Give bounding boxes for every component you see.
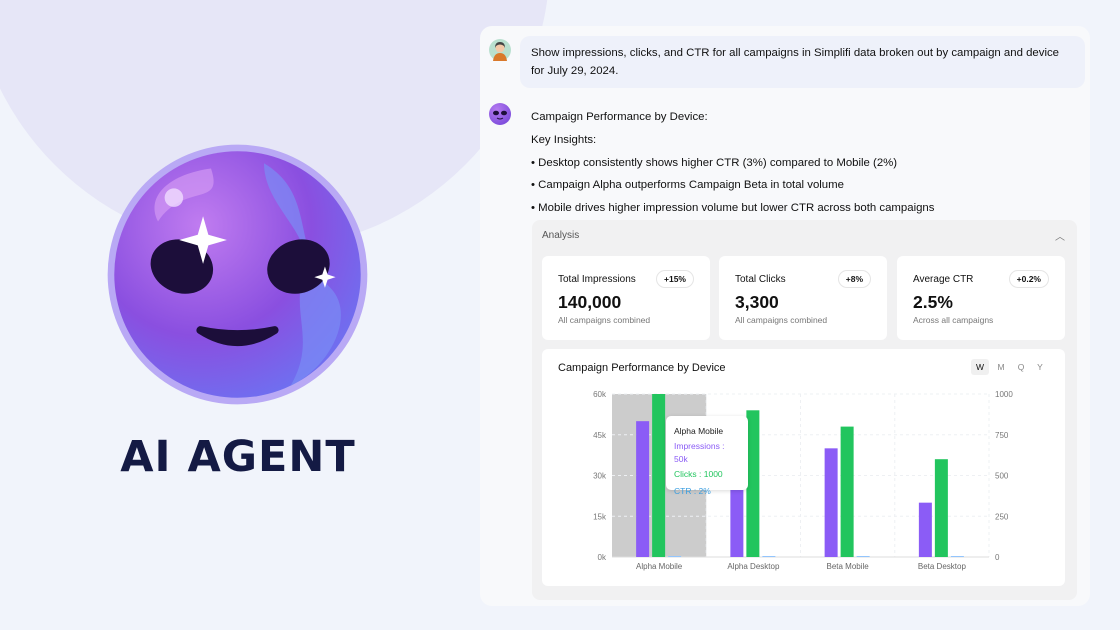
- bar-clicks: [746, 410, 760, 557]
- bar-clicks: [652, 394, 666, 557]
- bar-ctr: [762, 556, 776, 557]
- metric-badge: +8%: [837, 270, 871, 288]
- bar-clicks: [840, 426, 854, 557]
- right-tick-label: 0: [995, 553, 1000, 562]
- metric-subtext: Across all campaigns: [913, 315, 994, 325]
- period-q-button[interactable]: Q: [1017, 362, 1025, 372]
- metric-value: 140,000: [558, 292, 622, 312]
- tooltip-title: Alpha Mobile: [674, 426, 724, 436]
- period-m-button[interactable]: M: [997, 362, 1005, 372]
- right-tick-label: 250: [995, 512, 1009, 521]
- metric-value: 3,300: [735, 292, 779, 312]
- metric-badge: +0.2%: [1008, 270, 1049, 288]
- metric-label: Total Impressions: [558, 274, 636, 285]
- tooltip-ctr: CTR : 2%: [674, 486, 711, 496]
- metric-subtext: All campaigns combined: [558, 315, 651, 325]
- chart-title: Campaign Performance by Device: [558, 362, 726, 374]
- left-tick-label: 45k: [593, 431, 607, 440]
- chevron-up-icon[interactable]: ︿: [1055, 232, 1065, 243]
- tooltip-impressions: Impressions : 50k: [674, 441, 725, 464]
- right-tick-label: 750: [995, 431, 1009, 440]
- metric-value: 2.5%: [913, 292, 953, 312]
- bar-impressions: [636, 421, 650, 557]
- insight-bullet: • Campaign Alpha outperforms Campaign Be…: [531, 179, 844, 192]
- left-tick-label: 60k: [593, 390, 607, 399]
- agent-response: Campaign Performance by Device: Key Insi…: [531, 106, 934, 220]
- user-message: Show impressions, clicks, and CTR for al…: [520, 36, 1085, 88]
- metric-label: Average CTR: [913, 274, 974, 285]
- bar-ctr: [668, 556, 682, 557]
- chat-panel: Show impressions, clicks, and CTR for al…: [480, 26, 1090, 606]
- period-y-button[interactable]: Y: [1037, 362, 1043, 372]
- user-avatar: [489, 39, 511, 61]
- analysis-section: Analysis ︿ Total Impressions +15% 140,00…: [532, 220, 1077, 600]
- response-heading: Campaign Performance by Device:: [531, 111, 708, 123]
- brand-title: AI AGENT: [120, 432, 356, 482]
- left-tick-label: 0k: [598, 553, 607, 562]
- x-tick-label: Alpha Desktop: [727, 562, 780, 571]
- right-tick-label: 500: [995, 472, 1009, 481]
- period-w-button[interactable]: W: [971, 359, 989, 375]
- bar-impressions: [824, 448, 838, 557]
- analysis-title: Analysis: [542, 230, 580, 241]
- metric-card-clicks: Total Clicks +8% 3,300 All campaigns com…: [719, 256, 887, 340]
- metric-subtext: All campaigns combined: [735, 315, 828, 325]
- insight-bullet: • Mobile drives higher impression volume…: [531, 202, 935, 215]
- right-tick-label: 1000: [995, 390, 1013, 399]
- left-tick-label: 15k: [593, 512, 607, 521]
- left-tick-label: 30k: [593, 472, 607, 481]
- metric-label: Total Clicks: [735, 274, 786, 285]
- x-tick-label: Beta Mobile: [827, 562, 870, 571]
- bar-ctr: [856, 556, 870, 557]
- bar-impressions: [730, 475, 744, 557]
- bar-impressions: [918, 502, 932, 557]
- bar-clicks: [934, 459, 948, 557]
- chart-card: Campaign Performance by Device W M Q Y 0…: [542, 349, 1065, 586]
- metric-card-ctr: Average CTR +0.2% 2.5% Across all campai…: [897, 256, 1065, 340]
- insights-label: Key Insights:: [531, 133, 597, 146]
- tooltip-clicks: Clicks : 1000: [674, 469, 723, 479]
- insight-bullet: • Desktop consistently shows higher CTR …: [531, 156, 898, 169]
- x-tick-label: Alpha Mobile: [636, 562, 683, 571]
- x-tick-label: Beta Desktop: [918, 562, 967, 571]
- metric-card-impressions: Total Impressions +15% 140,000 All campa…: [542, 256, 710, 340]
- bar-ctr: [950, 556, 964, 557]
- chart-tooltip: Alpha Mobile Impressions : 50k Clicks : …: [666, 416, 748, 496]
- agent-avatar: [489, 103, 511, 125]
- bar-chart: 0k 15k 30k 45k 60k 0 250 500 750 1000 Alpha Mobile…: [593, 390, 1013, 571]
- metric-badge: +15%: [656, 270, 694, 288]
- ai-agent-logo: [107, 144, 368, 405]
